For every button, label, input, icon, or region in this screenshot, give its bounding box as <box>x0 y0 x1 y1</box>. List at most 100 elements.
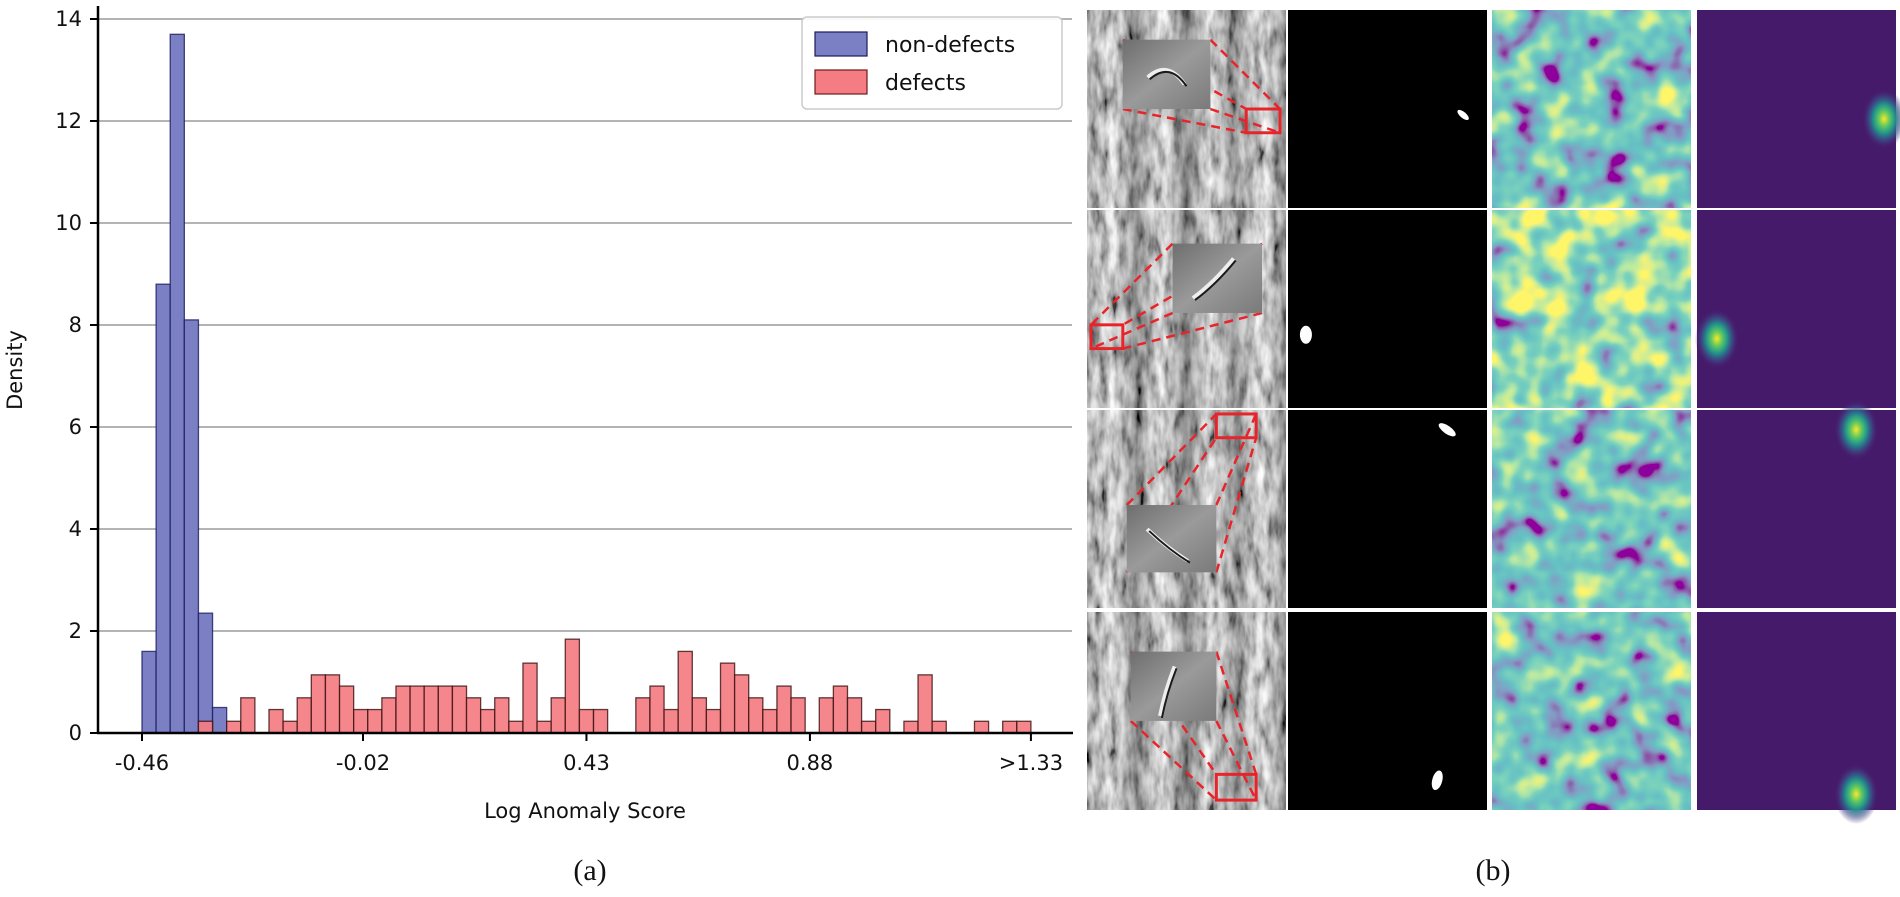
zoom-guide-line <box>1209 38 1281 110</box>
legend-swatch-non-defects <box>814 31 868 57</box>
defect-box <box>1214 772 1258 802</box>
defects-bar <box>437 685 454 734</box>
y-tick-label: 14 <box>55 7 82 31</box>
non-defects-bar <box>183 319 200 734</box>
defects-bar <box>240 697 256 734</box>
defects-bar <box>635 697 651 734</box>
defects-bar <box>663 708 679 734</box>
zoom-guide-line <box>1125 437 1218 574</box>
ground-truth-mask <box>1288 210 1487 408</box>
defects-bar <box>917 674 933 734</box>
defect-mask-blob <box>1431 770 1443 791</box>
heatmap-hotspot <box>1694 308 1739 369</box>
legend-swatch-defects <box>814 69 868 95</box>
defects-bar <box>875 708 891 734</box>
zoom-guide-line <box>1090 242 1174 326</box>
zoom-guide-line <box>1129 650 1218 776</box>
defect-mask-blob <box>1457 109 1469 120</box>
image-grid-panel <box>1087 10 1900 825</box>
non-defects-bars <box>141 33 228 734</box>
heatmap-hotspot <box>1862 88 1900 149</box>
anomaly-heatmap <box>1697 10 1900 208</box>
defects-bar <box>691 697 708 734</box>
zoom-inset <box>1122 39 1211 110</box>
defects-bar <box>324 674 341 734</box>
defects-bar <box>649 685 665 734</box>
caption-a: (a) <box>573 854 606 887</box>
anomaly-heatmap <box>1697 612 1896 825</box>
x-tick-label: 0.43 <box>563 751 610 775</box>
gridlines <box>98 18 1072 632</box>
defects-bar <box>296 697 312 734</box>
anomaly-heatmap <box>1694 210 1896 408</box>
defect-box <box>1244 107 1282 135</box>
sample-image <box>1087 210 1286 408</box>
defects-bar <box>973 720 990 734</box>
defects-bar <box>860 720 877 734</box>
defects-bar <box>494 697 510 734</box>
defects-bar <box>748 697 764 734</box>
x-tick-label: 0.88 <box>787 751 834 775</box>
non-defects-bar <box>169 33 185 734</box>
y-axis-label: Density <box>3 330 27 410</box>
zoom-guide-line <box>1125 413 1218 506</box>
defects-bar <box>451 685 468 734</box>
zoom-guide-line <box>1122 107 1247 134</box>
x-tick-label: >1.33 <box>999 751 1063 775</box>
defect-box <box>1089 323 1125 351</box>
y-tick-label: 2 <box>69 619 82 643</box>
defects-bar <box>818 697 835 734</box>
defects-bar <box>1002 720 1018 734</box>
defects-bar <box>733 674 750 734</box>
defects-bar <box>197 720 214 734</box>
anomaly-heatmap <box>1697 399 1896 608</box>
defects-bar <box>352 708 369 734</box>
y-tick-label: 4 <box>69 517 82 541</box>
x-axis-label: Log Anomaly Score <box>484 799 686 823</box>
non-defects-bar <box>141 650 157 734</box>
defects-bar <box>423 685 439 734</box>
legend-label-non-defects: non-defects <box>885 33 1015 58</box>
defects-bar <box>479 708 496 734</box>
non-defects-bar <box>211 706 228 734</box>
defects-bar <box>564 638 581 734</box>
y-tick-label: 8 <box>69 313 82 337</box>
defects-bar <box>790 697 806 734</box>
heatmap-hotspot <box>1834 399 1879 460</box>
x-ticks: -0.46 -0.02 0.43 0.88 >1.33 <box>115 733 1063 775</box>
y-tick-label: 6 <box>69 415 82 439</box>
zoom-guide-line <box>1215 413 1258 506</box>
histogram-chart: 0 2 4 6 8 10 12 14 -0.46 -0.02 0.43 0.88 >1.33 Dens… <box>3 6 1073 823</box>
defects-bar <box>395 685 411 734</box>
non-defects-bar <box>197 612 214 734</box>
defects-bar <box>578 708 595 734</box>
zoom-guide-line <box>1129 719 1218 802</box>
y-tick-label: 10 <box>55 211 82 235</box>
defect-mask-blob <box>1299 325 1312 344</box>
y-tick-label: 0 <box>69 721 82 745</box>
defects-bar <box>310 674 327 734</box>
defects-bar <box>282 720 298 734</box>
defects-bar <box>776 685 792 734</box>
x-tick-label: -0.46 <box>115 751 169 775</box>
legend-label-defects: defects <box>885 71 966 96</box>
defects-bar <box>465 697 482 734</box>
zoom-guide-line <box>1215 651 1258 775</box>
defects-bar <box>1016 720 1032 734</box>
defects-bar <box>338 685 355 734</box>
defects-bar <box>508 720 524 734</box>
feature-map <box>1492 10 1691 208</box>
defects-bar <box>762 708 778 734</box>
y-tick-label: 12 <box>55 109 82 133</box>
defects-bar <box>226 720 242 734</box>
zoom-inset <box>1130 651 1217 721</box>
defects-bar <box>677 650 693 734</box>
ground-truth-mask <box>1288 10 1487 208</box>
defects-bar <box>903 720 919 734</box>
defects-bar <box>719 662 736 734</box>
defects-bar <box>550 697 566 734</box>
ground-truth-mask <box>1288 612 1487 810</box>
sample-image <box>1087 10 1286 208</box>
caption-b: (b) <box>1476 854 1511 887</box>
